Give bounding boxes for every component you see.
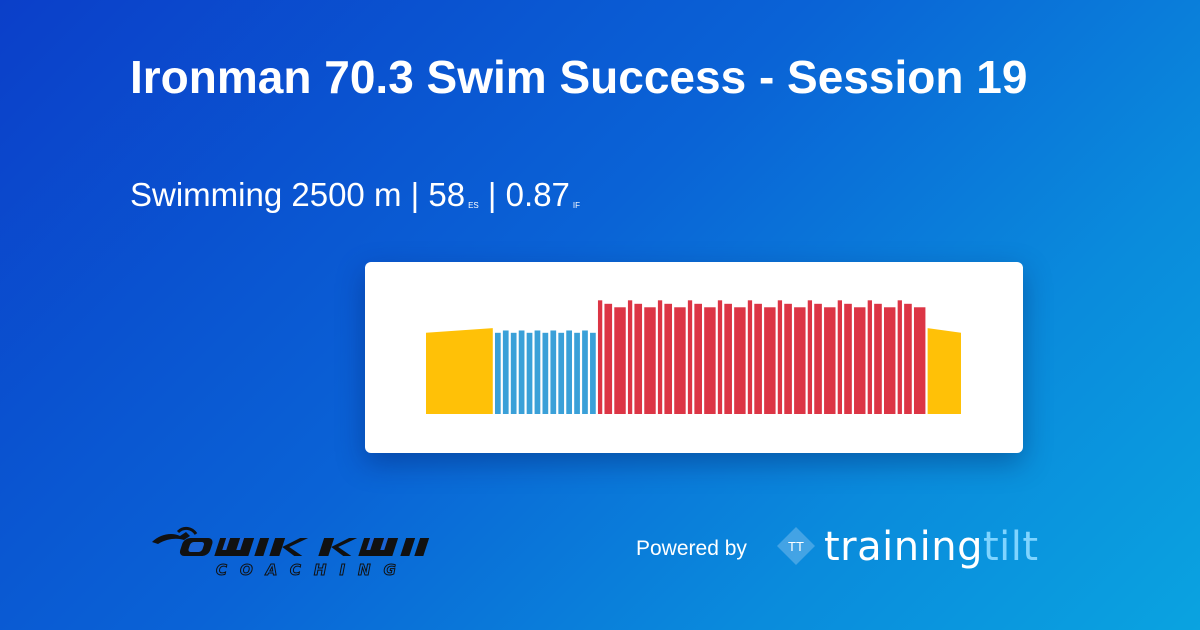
interval-bar-drill bbox=[534, 330, 541, 414]
interval-bar-main bbox=[687, 300, 693, 414]
workout-chart bbox=[426, 300, 961, 414]
interval-bar-drill bbox=[510, 332, 517, 414]
svg-text:COACHING: COACHING bbox=[216, 561, 409, 579]
workout-chart-card bbox=[365, 262, 1023, 453]
interval-bar-main bbox=[674, 307, 686, 414]
interval-bar-drill bbox=[502, 330, 509, 414]
interval-bar-main bbox=[634, 303, 643, 414]
interval-bar-main bbox=[657, 300, 663, 414]
interval-bar-main bbox=[664, 303, 673, 414]
brand-tilt: tilt bbox=[982, 524, 1039, 570]
interval-bar-main bbox=[754, 303, 762, 414]
interval-bar-main bbox=[807, 300, 813, 414]
interval-bar-main bbox=[627, 300, 633, 414]
interval-bar-main bbox=[747, 300, 753, 414]
interval-bar-main bbox=[614, 307, 626, 414]
svg-text:TT: TT bbox=[788, 539, 804, 554]
interval-bar-drill bbox=[574, 332, 580, 414]
if-unit: IF bbox=[572, 201, 581, 210]
interval-bar-main bbox=[694, 303, 702, 414]
interval-bar-drill bbox=[566, 330, 572, 414]
interval-bar-drill bbox=[494, 332, 501, 414]
interval-bar-main bbox=[717, 300, 723, 414]
interval-bar-main bbox=[897, 300, 902, 414]
es-unit: ES bbox=[468, 201, 479, 210]
page-title: Ironman 70.3 Swim Success - Session 19 bbox=[130, 51, 1028, 103]
interval-bar-main bbox=[597, 300, 603, 414]
trainingtilt-diamond-icon: TT bbox=[777, 527, 815, 565]
interval-bar-main bbox=[704, 307, 716, 414]
workout-summary: Swimming 2500 m | 58 ES | 0.87 IF bbox=[130, 174, 580, 225]
interval-bar-drill bbox=[518, 330, 525, 414]
interval-bar-main bbox=[784, 303, 792, 414]
interval-bar-drill bbox=[542, 332, 549, 414]
interval-bar-main bbox=[884, 307, 896, 414]
interval-bar-drill bbox=[558, 332, 565, 414]
interval-bar-main bbox=[867, 300, 872, 414]
separator: | bbox=[410, 176, 420, 213]
interval-bar-main bbox=[794, 307, 806, 414]
interval-bar-main bbox=[874, 303, 882, 414]
trainingtilt-logo: trainingtilt bbox=[824, 522, 1039, 572]
interval-bar-warmup bbox=[426, 328, 493, 414]
interval-bar-main bbox=[644, 307, 656, 414]
interval-bar-main bbox=[844, 303, 852, 414]
interval-bar-main bbox=[854, 307, 866, 414]
interval-bar-main bbox=[837, 300, 842, 414]
interval-bar-drill bbox=[526, 332, 533, 414]
interval-bar-main bbox=[734, 307, 746, 414]
interval-bar-main bbox=[904, 303, 912, 414]
interval-bar-main bbox=[764, 307, 776, 414]
interval-bar-main bbox=[913, 307, 926, 414]
powered-by-label: Powered by bbox=[636, 537, 747, 560]
interval-bar-cooldown bbox=[927, 328, 961, 414]
sport-distance: Swimming 2500 m bbox=[130, 176, 402, 213]
interval-bar-drill bbox=[582, 330, 588, 414]
interval-bar-main bbox=[814, 303, 822, 414]
es-value: 58 bbox=[428, 176, 466, 213]
interval-bar-drill bbox=[550, 330, 557, 414]
interval-bar-main bbox=[777, 300, 783, 414]
interval-bar-main bbox=[604, 303, 613, 414]
qwik-kiwi-coaching-logo: COACHING bbox=[152, 526, 430, 580]
interval-bar-main bbox=[724, 303, 732, 414]
interval-bar-main bbox=[824, 307, 836, 414]
separator: | bbox=[487, 176, 497, 213]
if-value: 0.87 bbox=[505, 176, 570, 213]
brand-training: training bbox=[824, 524, 983, 570]
interval-bar-drill bbox=[590, 332, 596, 414]
